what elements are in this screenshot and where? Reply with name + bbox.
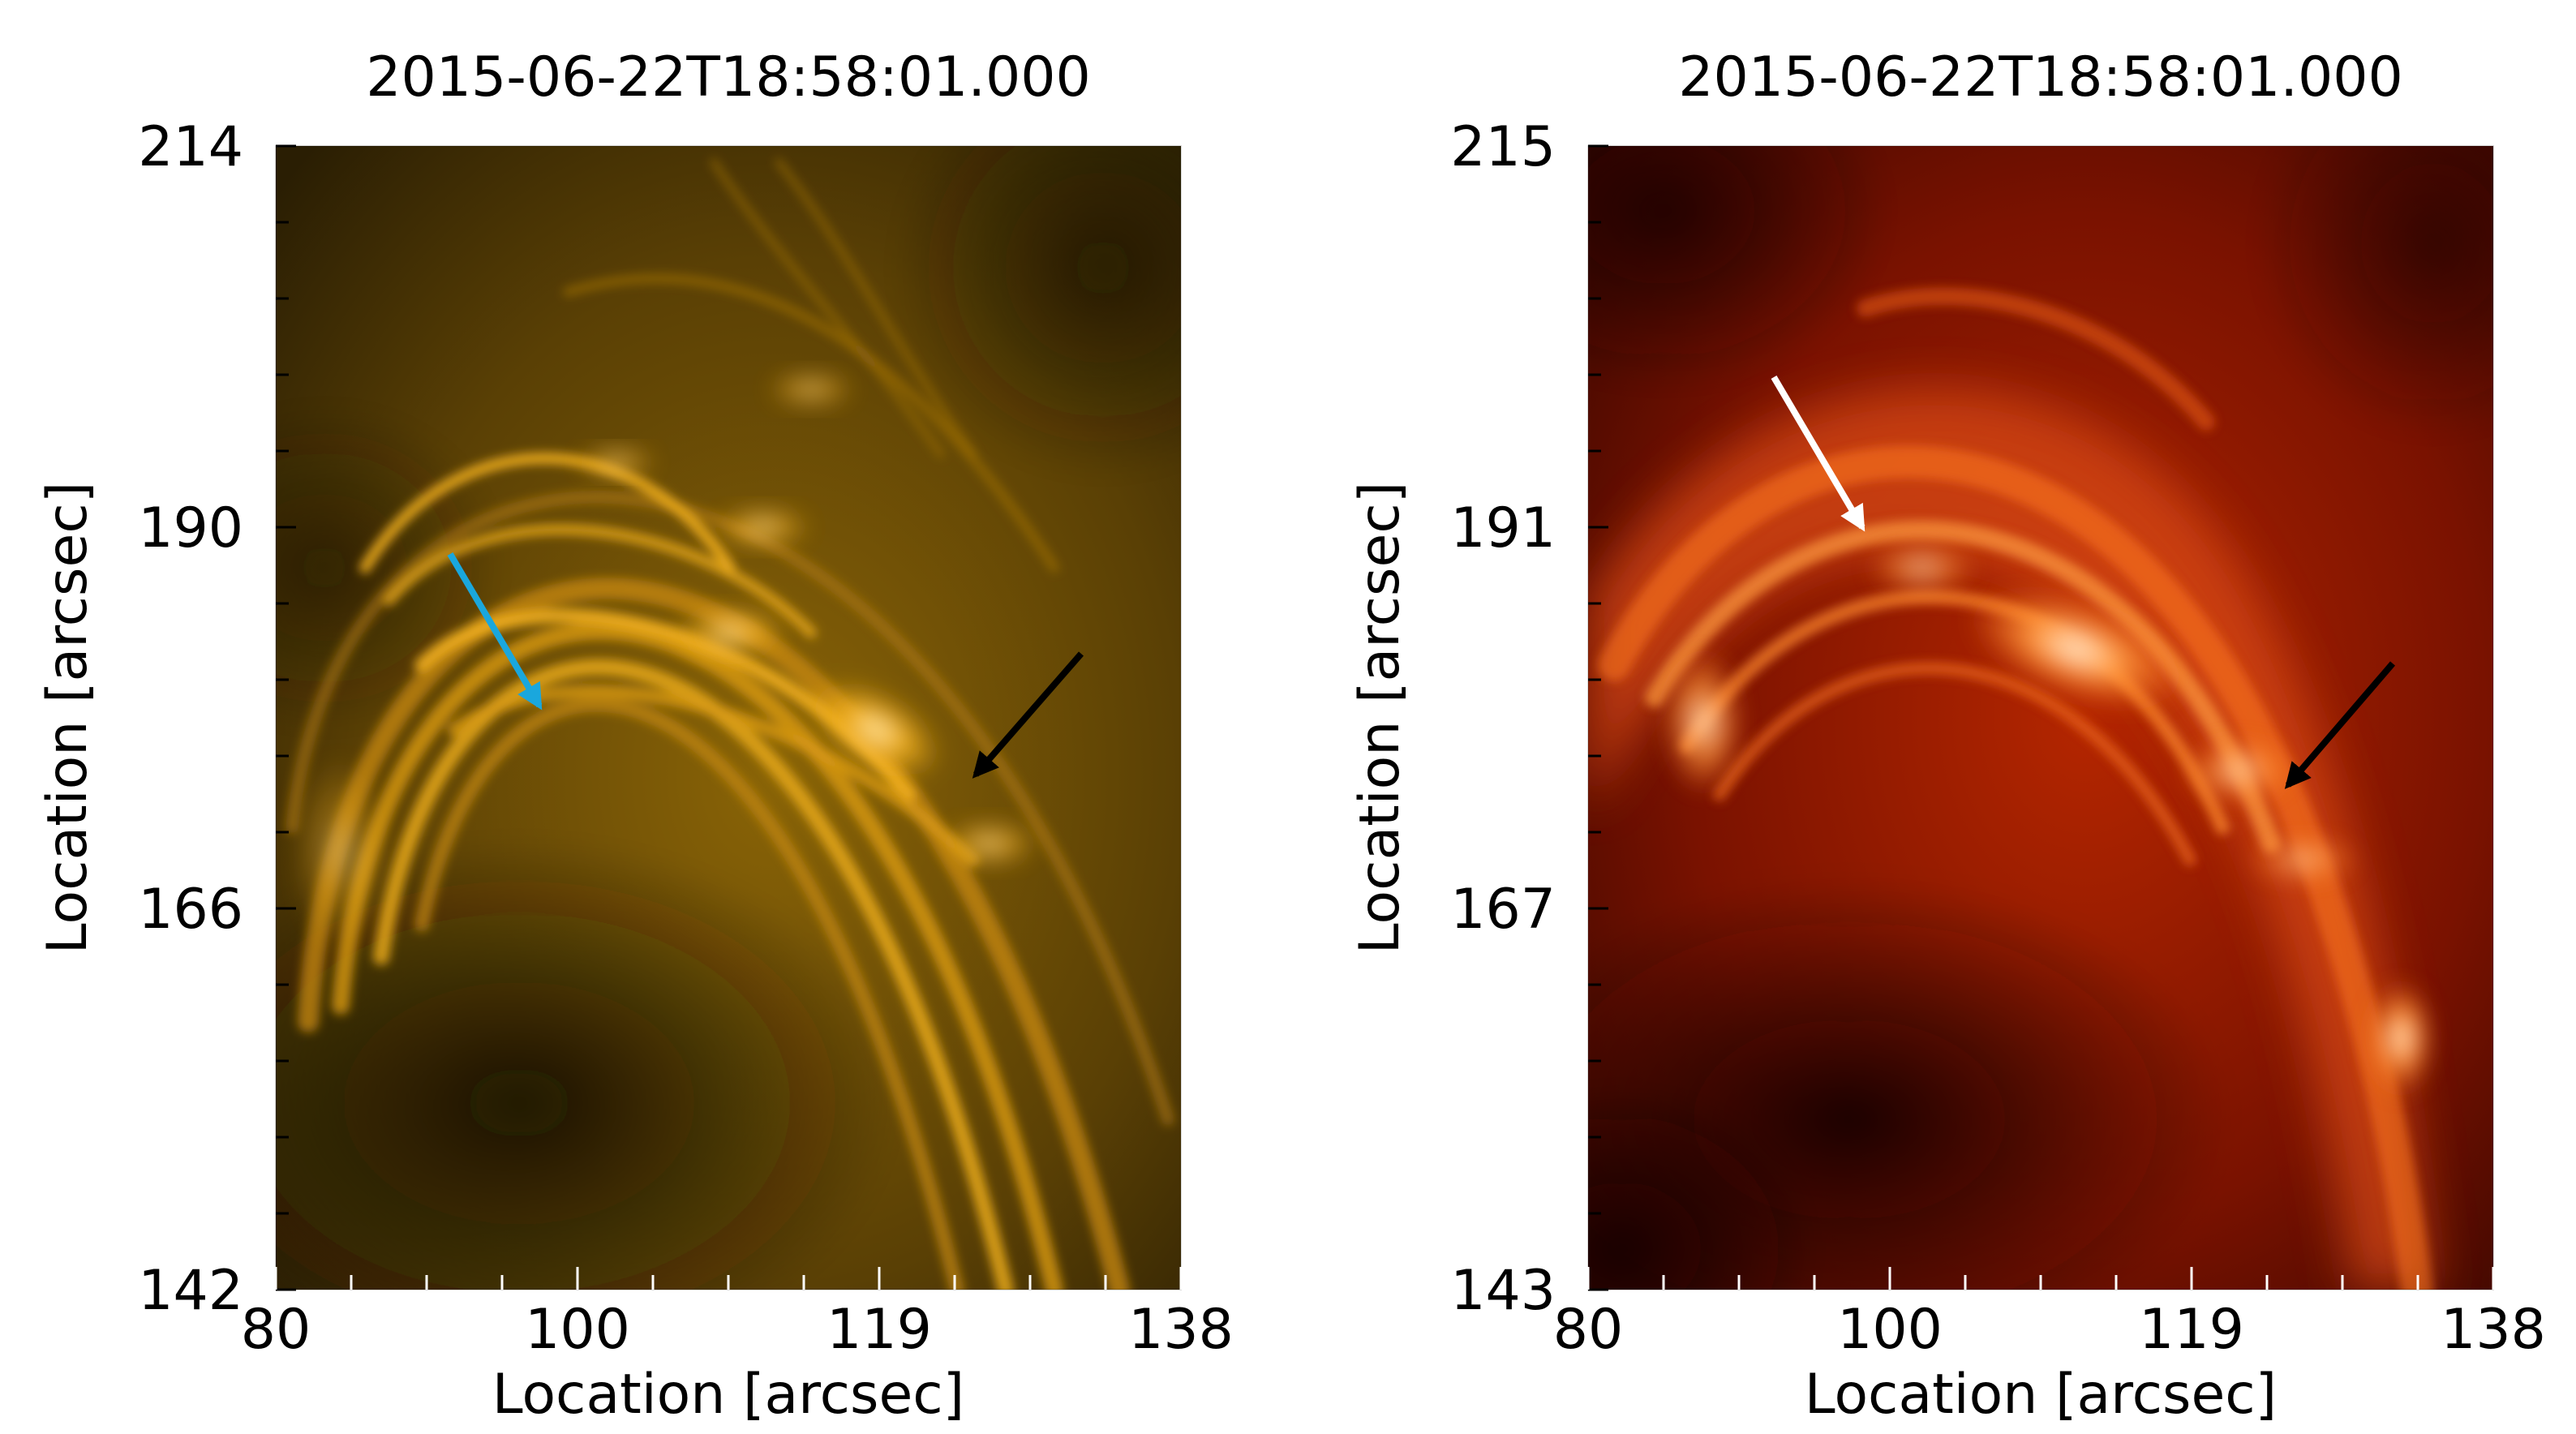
x-tick-label: 80: [1553, 1298, 1624, 1362]
cyan-arrow: [447, 552, 543, 711]
panel-aia304-title: 2015-06-22T18:58:01.000: [1678, 45, 2403, 109]
panel-aia171: 2015-06-22T18:58:01.000: [36, 45, 1234, 1427]
y-tick-label: 215: [1450, 115, 1556, 179]
solar-image-aia304: [1588, 146, 2493, 1290]
x-tick-label: 119: [2139, 1298, 2244, 1362]
x-tick-label: 119: [826, 1298, 932, 1362]
y-tick-label: 167: [1450, 878, 1556, 942]
y-tick-label: 143: [1450, 1259, 1556, 1323]
black-arrow-right: [2284, 661, 2396, 789]
panel-aia171-title: 2015-06-22T18:58:01.000: [366, 45, 1091, 109]
y-tick-label: 214: [138, 115, 243, 179]
x-tick-label: 100: [1837, 1298, 1943, 1362]
white-arrow: [1771, 375, 1865, 532]
y-tick-label: 191: [1450, 496, 1556, 560]
panel-aia304-x-ticks: [1586, 1267, 2495, 1290]
black-arrow-left: [972, 651, 1084, 779]
panel-aia171-y-ticks: [276, 144, 296, 1291]
panel-aia304-y-ticks: [1588, 144, 1608, 1291]
panel-aia171-x-ticks: [274, 1267, 1183, 1290]
y-tick-label: 142: [138, 1259, 243, 1323]
y-tick-label: 166: [138, 878, 243, 942]
x-tick-label: 100: [525, 1298, 630, 1362]
panel-aia304-ylabel: Location [arcsec]: [1348, 482, 1412, 954]
panel-aia304-xlabel: Location [arcsec]: [1805, 1363, 2277, 1427]
panel-aia304: 2015-06-22T18:58:01.000: [1348, 45, 2546, 1427]
x-tick-label: 138: [2441, 1298, 2546, 1362]
panel-aia171-ylabel: Location [arcsec]: [36, 482, 100, 954]
panel-aia171-xlabel: Location [arcsec]: [492, 1363, 964, 1427]
y-tick-label: 190: [138, 496, 243, 560]
x-tick-label: 138: [1128, 1298, 1234, 1362]
x-tick-label: 80: [241, 1298, 311, 1362]
solar-image-aia171: [276, 146, 1181, 1290]
